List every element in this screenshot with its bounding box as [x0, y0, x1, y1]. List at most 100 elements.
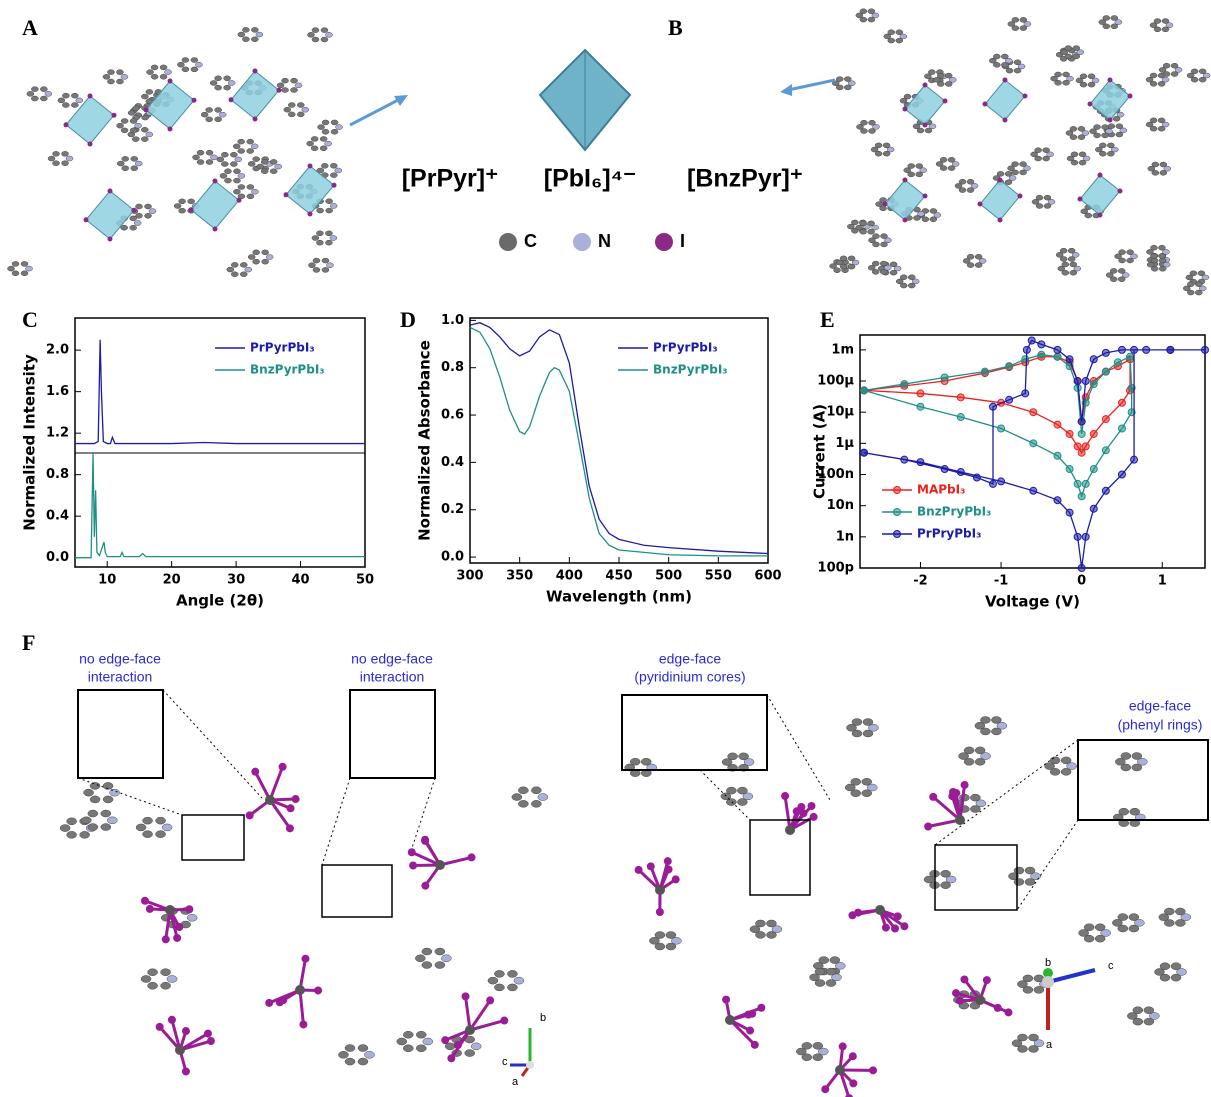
carbon-atom — [974, 758, 986, 766]
carbon-atom — [164, 69, 172, 75]
carbon-atom — [310, 145, 319, 152]
data-point — [1130, 455, 1139, 464]
data-point — [900, 380, 909, 389]
octahedron — [984, 79, 1026, 121]
y-tick-label: 100n — [818, 467, 854, 482]
carbon-atom — [255, 31, 264, 38]
iodine-atom — [486, 996, 495, 1005]
data-point — [997, 477, 1006, 486]
carbon-atom — [57, 97, 66, 104]
carbon-atom — [895, 278, 904, 285]
iodine-atom — [228, 97, 234, 103]
carbon-atom — [801, 1053, 813, 1061]
iodine-atom — [63, 122, 69, 128]
carbon-atom — [224, 168, 232, 174]
carbon-atom — [190, 57, 199, 63]
carbon-atom — [196, 159, 205, 165]
carbon-atom — [880, 233, 888, 239]
carbon-atom — [1069, 134, 1078, 140]
carbon-atom — [868, 128, 876, 134]
iodine-atom — [1004, 1008, 1013, 1017]
legend-label: PrPyrPbI₃ — [653, 341, 718, 355]
carbon-atom — [1083, 934, 1095, 943]
carbon-atom — [1186, 72, 1195, 79]
carbon-atom — [223, 75, 231, 82]
triad-label: c — [502, 1056, 508, 1068]
carbon-atom — [330, 172, 338, 178]
carbon-atom — [1149, 1012, 1160, 1020]
carbon-atom — [231, 262, 239, 268]
carbon-atom — [205, 107, 213, 113]
carbon-atom — [1158, 67, 1167, 73]
iodine-atom — [922, 193, 928, 199]
panel-label: E — [820, 307, 835, 332]
carbon-atom — [1199, 285, 1207, 292]
carbon-atom — [1165, 22, 1174, 28]
carbon-atom — [861, 789, 872, 797]
iodine-atom — [206, 1037, 215, 1046]
carbon-atom — [133, 220, 142, 226]
carbon-atom — [141, 136, 149, 142]
iodine-atom — [252, 116, 258, 122]
carbon-atom — [89, 795, 101, 804]
iodine-atom — [997, 217, 1003, 223]
carbon-atom — [403, 1030, 414, 1039]
carbon-atom — [507, 983, 518, 992]
carbon-atom — [1161, 121, 1170, 128]
atom-label: N — [598, 231, 611, 251]
carbon-atom — [1049, 756, 1061, 765]
carbon-atom — [895, 37, 904, 44]
carbon-atom — [851, 219, 859, 226]
carbon-atom — [1109, 268, 1118, 274]
carbon-atom — [1107, 123, 1116, 129]
carbon-atom — [944, 72, 953, 79]
carbon-atom — [867, 16, 876, 23]
data-point — [1037, 350, 1046, 359]
carbon-atom — [1187, 281, 1195, 287]
carbon-atom — [1007, 165, 1015, 172]
carbon-atom — [166, 975, 178, 983]
carbon-atom — [321, 129, 330, 135]
iodine-atom — [821, 1085, 830, 1094]
carbon-atom — [844, 783, 856, 792]
annotation: no edge-face — [79, 651, 161, 667]
carbon-atom — [861, 778, 872, 786]
carbon-atom — [1013, 67, 1022, 74]
carbon-atom — [1033, 986, 1045, 994]
carbon-atom — [1153, 18, 1162, 24]
inset-box — [1077, 739, 1209, 821]
carbon-atom — [1175, 907, 1186, 916]
carbon-atom — [1094, 934, 1106, 943]
carbon-atom — [935, 161, 944, 167]
carbon-atom — [1079, 73, 1088, 80]
carbon-atom — [886, 146, 895, 153]
pb-i-bond — [927, 818, 961, 828]
zoom-lines — [77, 689, 1079, 911]
data-point — [956, 413, 965, 422]
x-tick-label: 1 — [1158, 574, 1167, 589]
carbon-atom — [1099, 150, 1107, 157]
carbon-atom — [993, 62, 1001, 68]
carbon-atom — [129, 215, 137, 222]
carbon-atom — [310, 136, 319, 142]
carbon-atom — [221, 151, 229, 158]
carbon-atom — [818, 956, 830, 964]
carbon-atom — [1019, 169, 1027, 176]
y-tick-label: 1.2 — [46, 426, 69, 441]
data-point — [956, 393, 965, 402]
arrow — [349, 96, 403, 127]
iodine-atom — [83, 217, 89, 223]
iodine-atom — [960, 975, 969, 984]
carbon-atom — [196, 149, 205, 156]
carbon-atom — [899, 282, 908, 289]
iodine-atom — [1017, 193, 1023, 199]
iodine-atom — [869, 1066, 878, 1075]
data-point — [1021, 355, 1030, 364]
lead-atom — [295, 985, 305, 995]
triad-origin — [1043, 968, 1053, 978]
zoom-box — [181, 814, 245, 861]
carbon-atom — [247, 161, 256, 167]
carbon-atom — [917, 211, 925, 217]
carbon-atom — [338, 1051, 349, 1059]
carbon-atom — [921, 216, 930, 223]
